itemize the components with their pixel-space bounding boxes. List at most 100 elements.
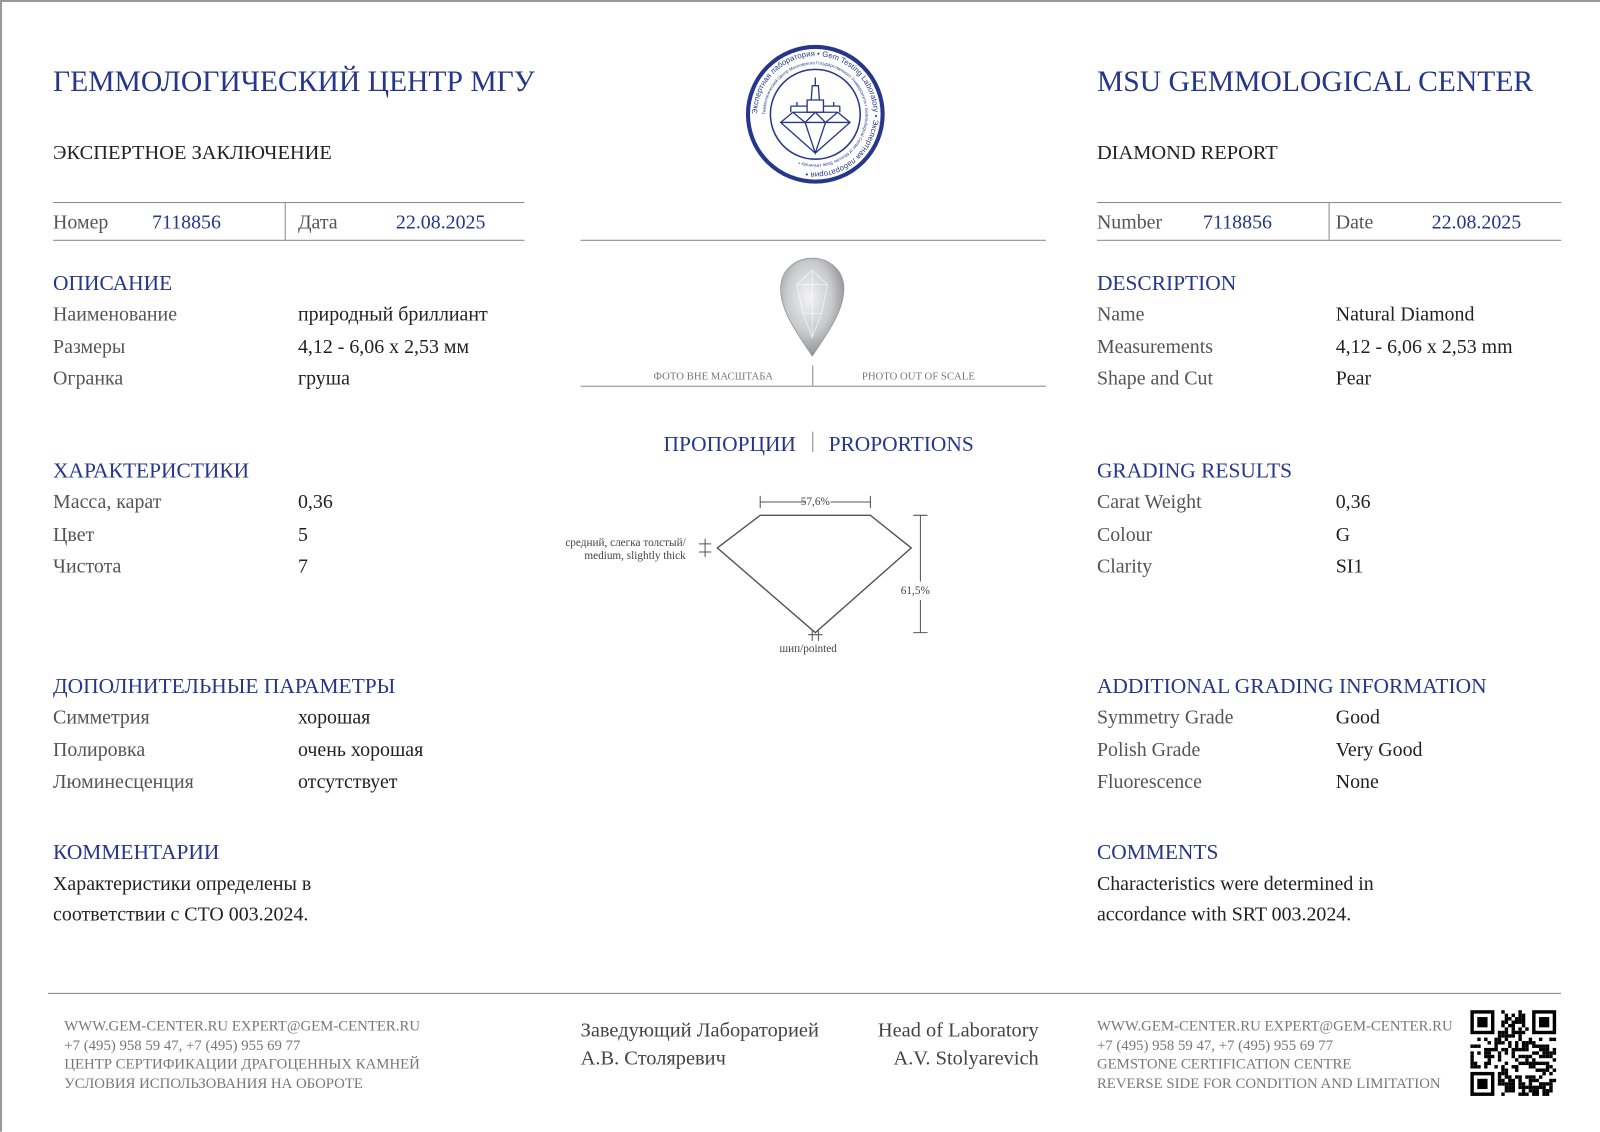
qr-module xyxy=(1497,1030,1502,1035)
qr-module xyxy=(1549,1037,1553,1042)
qr-module xyxy=(1504,1051,1509,1055)
footer-line: GEMSTONE CERTIFICATION CENTRE xyxy=(1096,1056,1352,1073)
qr-module xyxy=(1504,1071,1509,1076)
field-value: Good xyxy=(1335,707,1380,729)
qr-module xyxy=(1535,1089,1539,1093)
qr-module xyxy=(1511,1051,1515,1055)
qr-module xyxy=(1514,1041,1519,1045)
qr-module xyxy=(1528,1065,1533,1069)
qr-module xyxy=(1542,1071,1546,1076)
proportion-diagram xyxy=(698,495,928,641)
qr-module xyxy=(1518,1010,1522,1014)
qr-module xyxy=(1470,1051,1474,1055)
qr-module xyxy=(1501,1078,1505,1083)
qr-module xyxy=(1501,1071,1505,1076)
qr-module xyxy=(1514,1075,1519,1079)
number-row-top xyxy=(1096,202,1562,204)
qr-module xyxy=(1542,1047,1546,1052)
qr-module xyxy=(1514,1030,1519,1035)
section-heading: ДОПОЛНИТЕЛЬНЫЕ ПАРАМЕТРЫ xyxy=(53,673,396,698)
qr-module xyxy=(1508,1085,1512,1090)
qr-module xyxy=(1484,1061,1488,1066)
qr-module xyxy=(1525,1092,1529,1096)
seal-emblem xyxy=(779,77,852,156)
qr-module xyxy=(1538,1085,1543,1090)
qr-module xyxy=(1545,1054,1550,1059)
qr-module xyxy=(1508,1017,1512,1021)
qr-module xyxy=(1545,1092,1550,1096)
qr-module xyxy=(1535,1085,1539,1090)
stone-facets xyxy=(796,269,828,339)
qr-module xyxy=(1542,1051,1546,1055)
footer-line: WWW.GEM-CENTER.RU EXPERT@GEM-CENTER.RU xyxy=(64,1018,421,1035)
qr-module xyxy=(1538,1017,1550,1028)
qr-module xyxy=(1542,1054,1546,1059)
qr-module xyxy=(1552,1037,1557,1042)
qr-module xyxy=(1538,1047,1543,1052)
qr-module xyxy=(1538,1068,1543,1072)
qr-module xyxy=(1521,1047,1526,1052)
qr-module xyxy=(1508,1078,1512,1083)
qr-module xyxy=(1497,1082,1502,1086)
qr-module xyxy=(1528,1054,1533,1059)
qr-module xyxy=(1511,1054,1515,1059)
qr-module xyxy=(1521,1061,1526,1066)
qr-module xyxy=(1521,1041,1526,1045)
qr-module xyxy=(1487,1047,1491,1052)
depth-dimension xyxy=(913,514,928,634)
culet-mark xyxy=(808,630,823,641)
field-label: Fluorescence xyxy=(1096,771,1202,793)
depth-percent: 61,5% xyxy=(900,584,930,597)
date-label: Date xyxy=(1335,212,1374,234)
qr-module xyxy=(1542,1061,1546,1066)
date-label: Дата xyxy=(297,212,338,234)
qr-module xyxy=(1542,1068,1546,1072)
comment-line: Characteristics were determined in xyxy=(1096,873,1374,895)
qr-module xyxy=(1514,1058,1519,1062)
signature-title: Head of Laboratory xyxy=(877,1019,1039,1042)
qr-module xyxy=(1487,1061,1491,1066)
field-label: Clarity xyxy=(1096,556,1153,578)
qr-module xyxy=(1508,1082,1512,1086)
qr-module xyxy=(1521,1020,1526,1024)
field-value: G xyxy=(1335,523,1351,546)
diamond-profile xyxy=(716,514,913,634)
section-heading: GRADING RESULTS xyxy=(1096,458,1293,483)
qr-module xyxy=(1518,1078,1522,1083)
qr-module xyxy=(1501,1034,1505,1038)
field-value: природный бриллиант xyxy=(297,304,488,326)
qr-module xyxy=(1511,1030,1515,1035)
qr-module xyxy=(1504,1075,1509,1079)
qr-module xyxy=(1511,1089,1515,1093)
qr-module xyxy=(1525,1041,1529,1045)
qr-module xyxy=(1511,1020,1515,1024)
qr-module xyxy=(1514,1047,1519,1052)
qr-module xyxy=(1514,1068,1519,1072)
qr-module xyxy=(1518,1082,1522,1086)
qr-module xyxy=(1549,1082,1553,1086)
qr-module xyxy=(1525,1085,1529,1090)
qr-module xyxy=(1549,1089,1553,1093)
report-number: 7118856 xyxy=(1203,212,1272,234)
qr-module xyxy=(1521,1044,1526,1048)
qr-module xyxy=(1521,1082,1526,1086)
qr-module xyxy=(1508,1041,1512,1045)
table-dimension xyxy=(759,495,871,509)
field-label: Carat Weight xyxy=(1096,491,1202,514)
qr-module xyxy=(1497,1058,1502,1062)
qr-module xyxy=(1470,1061,1474,1066)
report-title: MSU GEMMOLOGICAL CENTER xyxy=(1096,65,1534,98)
field-value: SI1 xyxy=(1335,556,1364,578)
report-subtitle: DIAMOND REPORT xyxy=(1096,141,1278,165)
qr-module xyxy=(1549,1078,1553,1083)
table-percent: 57,6% xyxy=(800,495,830,509)
qr-module xyxy=(1525,1075,1529,1079)
qr-module xyxy=(1525,1054,1529,1059)
qr-module xyxy=(1477,1044,1481,1048)
qr-module xyxy=(1538,1044,1543,1048)
qr-module xyxy=(1504,1061,1509,1066)
qr-module xyxy=(1497,1071,1502,1076)
qr-module xyxy=(1532,1092,1536,1096)
